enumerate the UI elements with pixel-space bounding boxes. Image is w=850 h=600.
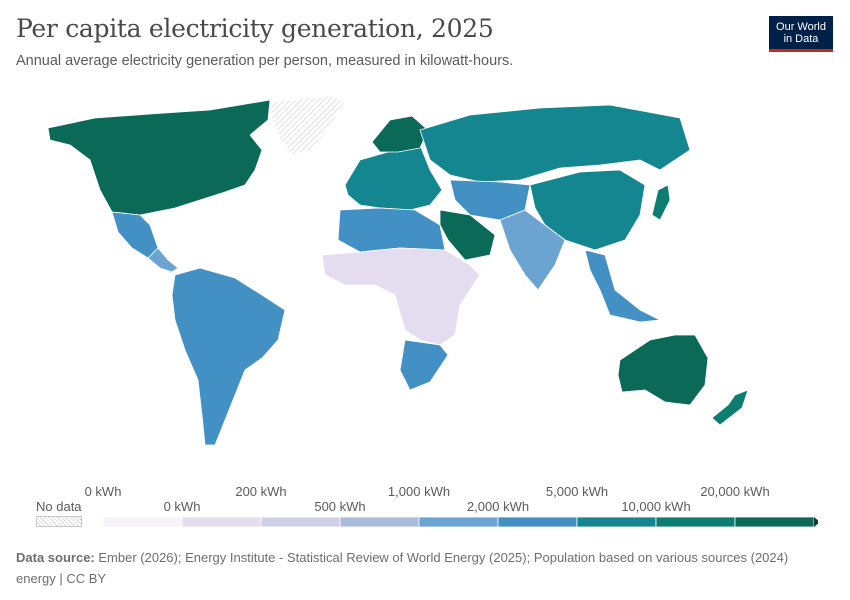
logo-line-2: in Data xyxy=(783,32,819,45)
region-mexico[interactable] xyxy=(111,211,159,259)
legend-tick-10000: 10,000 kWh xyxy=(621,499,691,514)
legend-bin-1[interactable] xyxy=(181,516,262,528)
region-china[interactable] xyxy=(529,169,646,251)
world-map[interactable] xyxy=(0,90,850,470)
legend-bin-4[interactable] xyxy=(418,516,499,528)
region-new-zealand[interactable] xyxy=(711,389,749,426)
legend-bin-0[interactable] xyxy=(103,516,183,528)
region-south-america[interactable] xyxy=(171,267,286,446)
legend-bin-2[interactable] xyxy=(260,516,341,528)
owid-logo[interactable]: Our World in Data xyxy=(769,16,833,52)
source-label: Data source: xyxy=(16,550,95,565)
region-europe[interactable] xyxy=(344,144,443,211)
legend-bin-5[interactable] xyxy=(497,516,578,528)
region-greenland[interactable] xyxy=(269,95,346,156)
chart-title: Per capita electricity generation, 2025 xyxy=(16,14,494,43)
region-south-asia[interactable] xyxy=(499,209,566,291)
region-north-america[interactable] xyxy=(47,99,271,216)
legend-tick-500: 500 kWh xyxy=(314,499,366,514)
legend-tick-5000: 5,000 kWh xyxy=(545,484,609,499)
logo-line-1: Our World xyxy=(776,20,826,33)
source-text: Ember (2026); Energy Institute - Statist… xyxy=(98,550,789,565)
legend-no-data-swatch[interactable] xyxy=(36,516,82,527)
region-middle-east[interactable] xyxy=(439,209,496,261)
region-sub-saharan-africa[interactable] xyxy=(321,247,481,346)
legend-tick-200: 200 kWh xyxy=(235,484,287,499)
legend-bin-8[interactable] xyxy=(734,516,815,528)
legend-arrow-tip xyxy=(814,517,818,527)
legend-tick-2000: 2,000 kWh xyxy=(466,499,530,514)
chart-subtitle: Annual average electricity generation pe… xyxy=(16,53,514,69)
region-australia[interactable] xyxy=(617,334,709,406)
legend-color-scale xyxy=(103,516,818,528)
license-text: energy | CC BY xyxy=(16,571,107,586)
region-russia[interactable] xyxy=(419,104,691,183)
legend-tick-1000: 1,000 kWh xyxy=(387,484,451,499)
region-southern-africa[interactable] xyxy=(399,339,449,391)
region-north-africa[interactable] xyxy=(337,207,446,253)
legend-tick-0b: 0 kWh xyxy=(163,499,201,514)
legend-bin-7[interactable] xyxy=(655,516,736,528)
legend-tick-20000: 20,000 kWh xyxy=(700,484,770,499)
legend-no-data-label: No data xyxy=(36,499,82,514)
legend-bin-3[interactable] xyxy=(339,516,420,528)
footer: Data source: Ember (2026); Energy Instit… xyxy=(16,547,816,589)
legend-bin-6[interactable] xyxy=(576,516,657,528)
region-southeast-asia[interactable] xyxy=(584,249,661,323)
region-scandinavia[interactable] xyxy=(371,115,429,153)
legend-tick-0: 0 kWh xyxy=(84,484,122,499)
region-central-america[interactable] xyxy=(147,247,179,273)
region-japan[interactable] xyxy=(651,184,671,221)
